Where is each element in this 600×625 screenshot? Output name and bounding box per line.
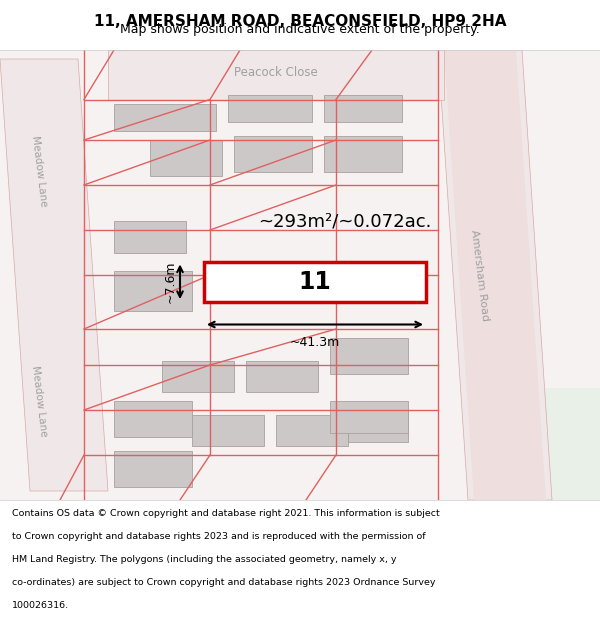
Polygon shape [324, 95, 402, 122]
Text: Peacock Close: Peacock Close [234, 66, 318, 79]
Polygon shape [114, 271, 192, 311]
Polygon shape [228, 95, 312, 122]
Text: ~41.3m: ~41.3m [290, 336, 340, 349]
Polygon shape [0, 59, 108, 491]
Polygon shape [348, 410, 408, 441]
Text: 11, AMERSHAM ROAD, BEACONSFIELD, HP9 2HA: 11, AMERSHAM ROAD, BEACONSFIELD, HP9 2HA [94, 14, 506, 29]
Polygon shape [324, 136, 402, 171]
Polygon shape [330, 401, 408, 432]
Polygon shape [444, 50, 546, 500]
Polygon shape [330, 338, 408, 374]
Text: 11: 11 [299, 270, 331, 294]
Polygon shape [276, 414, 348, 446]
Polygon shape [162, 361, 234, 392]
Text: to Crown copyright and database rights 2023 and is reproduced with the permissio: to Crown copyright and database rights 2… [12, 532, 425, 541]
Polygon shape [114, 401, 192, 437]
Polygon shape [204, 261, 426, 302]
Polygon shape [246, 361, 318, 392]
Text: ~293m²/~0.072ac.: ~293m²/~0.072ac. [259, 212, 431, 230]
Text: Amersham Road: Amersham Road [469, 229, 491, 321]
Polygon shape [234, 136, 312, 171]
Polygon shape [108, 50, 444, 99]
Text: co-ordinates) are subject to Crown copyright and database rights 2023 Ordnance S: co-ordinates) are subject to Crown copyr… [12, 578, 436, 587]
Text: 100026316.: 100026316. [12, 601, 69, 610]
Polygon shape [114, 221, 186, 253]
Polygon shape [438, 50, 552, 500]
Polygon shape [192, 414, 264, 446]
Text: Contains OS data © Crown copyright and database right 2021. This information is : Contains OS data © Crown copyright and d… [12, 509, 440, 518]
Polygon shape [0, 50, 600, 500]
Text: Map shows position and indicative extent of the property.: Map shows position and indicative extent… [120, 23, 480, 36]
Text: Meadow Lane: Meadow Lane [29, 136, 49, 208]
Text: HM Land Registry. The polygons (including the associated geometry, namely x, y: HM Land Registry. The polygons (includin… [12, 555, 397, 564]
Polygon shape [114, 451, 192, 486]
Text: Meadow Lane: Meadow Lane [29, 365, 49, 437]
Polygon shape [498, 388, 600, 500]
Polygon shape [114, 104, 216, 131]
Text: ~7.6m: ~7.6m [164, 261, 177, 303]
Polygon shape [216, 261, 408, 298]
Polygon shape [150, 140, 222, 176]
